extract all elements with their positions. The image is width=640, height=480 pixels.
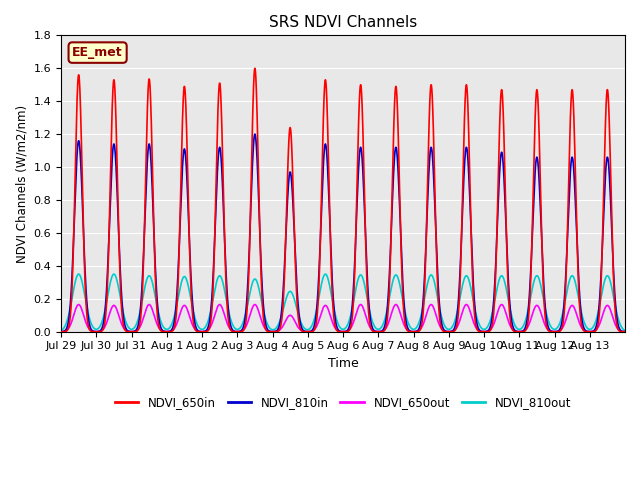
Legend: NDVI_650in, NDVI_810in, NDVI_650out, NDVI_810out: NDVI_650in, NDVI_810in, NDVI_650out, NDV… — [110, 391, 576, 413]
NDVI_810in — [501, 201, 509, 207]
NDVI_650out — [465, 306, 473, 312]
NDVI_810out — [615, 318, 623, 324]
NDVI_810in — [251, 131, 259, 137]
NDVI_810out — [75, 271, 83, 277]
NDVI_810out — [535, 276, 543, 282]
NDVI_650in — [415, 328, 423, 334]
Title: SRS NDVI Channels: SRS NDVI Channels — [269, 15, 417, 30]
NDVI_650out — [75, 301, 83, 307]
NDVI_650out — [415, 327, 423, 333]
NDVI_810out — [501, 281, 509, 287]
NDVI_650out — [173, 321, 180, 327]
Line: NDVI_650in: NDVI_650in — [61, 68, 625, 332]
Line: NDVI_810in: NDVI_810in — [61, 134, 625, 332]
NDVI_810in — [621, 329, 629, 335]
NDVI_810out — [57, 328, 65, 334]
NDVI_650in — [465, 147, 473, 153]
NDVI_810out — [415, 318, 423, 324]
NDVI_650out — [535, 305, 543, 311]
NDVI_810in — [615, 324, 623, 330]
NDVI_810in — [465, 180, 473, 186]
Text: EE_met: EE_met — [72, 46, 123, 59]
NDVI_810out — [173, 302, 180, 308]
NDVI_650out — [621, 329, 629, 335]
X-axis label: Time: Time — [328, 357, 358, 370]
NDVI_650in — [251, 65, 259, 71]
NDVI_810in — [173, 297, 180, 302]
Line: NDVI_650out: NDVI_650out — [61, 304, 625, 332]
Line: NDVI_810out: NDVI_810out — [61, 274, 625, 331]
NDVI_650out — [615, 327, 623, 333]
NDVI_650in — [501, 180, 509, 186]
NDVI_810in — [57, 329, 65, 335]
NDVI_650in — [615, 328, 623, 334]
NDVI_650in — [621, 329, 629, 335]
NDVI_650out — [501, 308, 509, 313]
NDVI_650in — [173, 309, 180, 314]
NDVI_650in — [535, 126, 543, 132]
Y-axis label: NDVI Channels (W/m2/nm): NDVI Channels (W/m2/nm) — [15, 105, 28, 263]
NDVI_810out — [621, 328, 629, 334]
NDVI_810in — [415, 325, 423, 331]
NDVI_810out — [465, 278, 473, 284]
NDVI_650out — [57, 329, 65, 335]
NDVI_810in — [535, 174, 543, 180]
NDVI_650in — [57, 329, 65, 335]
